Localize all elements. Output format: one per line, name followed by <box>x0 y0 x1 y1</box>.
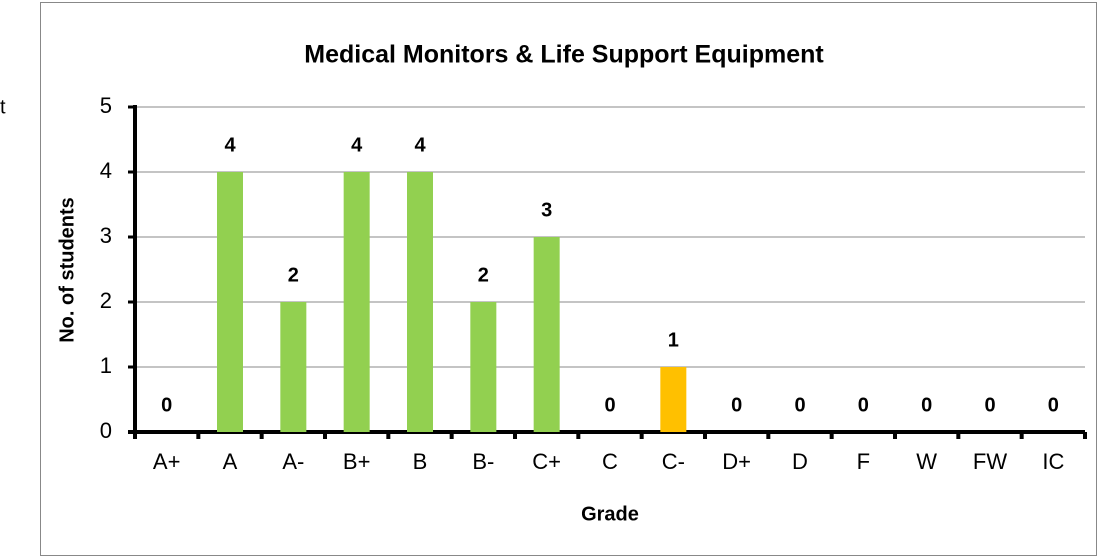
y-tick-label: 3 <box>100 223 112 248</box>
y-axis-label: No. of students <box>56 197 78 343</box>
data-label: 1 <box>668 329 679 351</box>
x-tick-label: C- <box>662 449 685 474</box>
x-tick-label: W <box>916 449 937 474</box>
data-label: 0 <box>921 394 932 416</box>
y-tick-label: 1 <box>100 353 112 378</box>
data-label: 3 <box>541 199 552 221</box>
data-label: 0 <box>604 394 615 416</box>
data-label: 4 <box>414 134 426 156</box>
data-label: 0 <box>1048 394 1059 416</box>
x-tick-label: C+ <box>532 449 561 474</box>
x-tick-label: F <box>857 449 870 474</box>
chart-title: Medical Monitors & Life Support Equipmen… <box>304 41 824 69</box>
data-label: 2 <box>288 264 299 286</box>
x-tick-label: B+ <box>343 449 371 474</box>
data-label: 0 <box>794 394 805 416</box>
x-tick-label: A+ <box>153 449 181 474</box>
bar <box>280 302 307 432</box>
x-tick-label: D+ <box>722 449 751 474</box>
edge-text: t <box>0 96 6 118</box>
data-label: 0 <box>984 394 995 416</box>
x-tick-label: B <box>413 449 428 474</box>
data-label: 0 <box>161 394 172 416</box>
x-tick-label: B- <box>472 449 494 474</box>
x-tick-label: C <box>602 449 618 474</box>
data-label: 0 <box>858 394 869 416</box>
y-tick-label: 5 <box>100 93 112 118</box>
bar <box>217 172 243 432</box>
y-tick-label: 0 <box>100 418 112 443</box>
bar <box>533 237 560 432</box>
x-tick-label: FW <box>973 449 1007 474</box>
x-tick-label: A <box>223 449 238 474</box>
data-label: 0 <box>731 394 742 416</box>
bar <box>343 172 370 432</box>
x-tick-label: A- <box>282 449 304 474</box>
y-tick-label: 2 <box>100 288 112 313</box>
y-tick-label: 4 <box>100 158 112 183</box>
data-label: 4 <box>224 134 236 156</box>
x-axis-label: Grade <box>581 503 639 525</box>
bar <box>660 367 687 432</box>
bar <box>470 302 497 432</box>
data-label: 4 <box>351 134 363 156</box>
data-label: 2 <box>478 264 489 286</box>
bar <box>407 172 433 432</box>
x-tick-label: IC <box>1042 449 1064 474</box>
x-tick-label: D <box>792 449 808 474</box>
chart-frame <box>40 2 1097 556</box>
